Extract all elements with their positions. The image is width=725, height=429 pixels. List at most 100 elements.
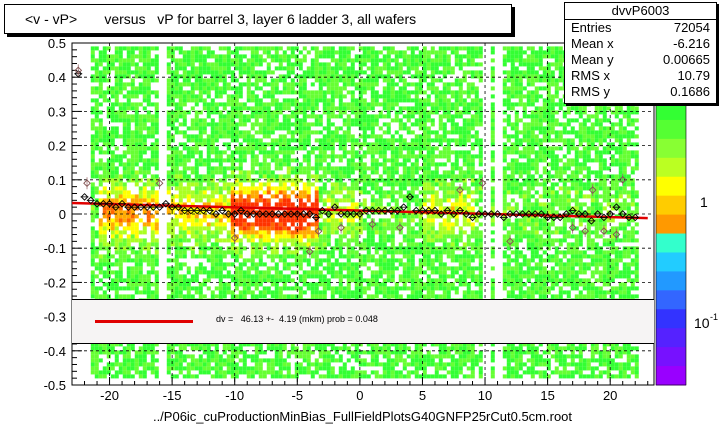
heat-cell <box>430 74 435 79</box>
heat-cell <box>314 290 319 295</box>
heat-cell <box>90 186 95 191</box>
heat-cell <box>186 182 191 187</box>
heat-cell <box>166 102 171 107</box>
heat-cell <box>174 106 179 111</box>
heat-cell <box>406 374 411 379</box>
heat-cell <box>422 46 427 51</box>
heat-cell <box>134 126 139 131</box>
heat-cell <box>398 358 403 363</box>
heat-cell <box>94 366 99 371</box>
heat-cell <box>154 154 159 159</box>
heat-cell <box>246 150 251 155</box>
heat-cell <box>414 250 419 255</box>
heat-cell <box>314 262 319 267</box>
heat-cell <box>294 178 299 183</box>
heat-cell <box>374 270 379 275</box>
heat-cell <box>382 250 387 255</box>
heat-cell <box>90 166 95 171</box>
heat-cell <box>298 106 303 111</box>
heat-cell <box>250 94 255 99</box>
heat-cell <box>142 362 147 367</box>
heat-cell <box>402 170 407 175</box>
heat-cell <box>354 114 359 119</box>
heat-cell <box>102 78 107 83</box>
heat-cell <box>262 230 267 235</box>
heat-cell <box>386 114 391 119</box>
heat-cell <box>130 130 135 135</box>
heat-cell <box>258 274 263 279</box>
heat-cell <box>410 230 415 235</box>
heat-cell <box>266 202 271 207</box>
heat-cell <box>190 286 195 291</box>
heat-cell <box>278 290 283 295</box>
heat-cell <box>154 250 159 255</box>
heat-cell <box>250 374 255 379</box>
heat-cell <box>406 98 411 103</box>
heat-cell <box>302 274 307 279</box>
heat-cell <box>406 110 411 115</box>
heat-cell <box>210 150 215 155</box>
heat-cell <box>182 354 187 359</box>
heat-cell <box>422 50 427 55</box>
heat-cell <box>302 54 307 59</box>
heat-cell <box>330 218 335 223</box>
heat-cell <box>98 82 103 87</box>
heat-cell <box>246 106 251 111</box>
heat-cell <box>242 234 247 239</box>
heat-cell <box>218 46 223 51</box>
heat-cell <box>114 118 119 123</box>
heat-cell <box>90 182 95 187</box>
heat-cell <box>166 354 171 359</box>
heat-cell <box>138 254 143 259</box>
heat-cell <box>142 238 147 243</box>
heat-cell <box>430 90 435 95</box>
heat-cell <box>118 54 123 59</box>
heat-cell <box>274 46 279 51</box>
heat-cell <box>110 210 115 215</box>
heat-cell <box>110 282 115 287</box>
heat-cell <box>218 198 223 203</box>
heat-cell <box>150 342 155 347</box>
heat-cell <box>198 230 203 235</box>
heat-cell <box>250 358 255 363</box>
heat-cell <box>334 50 339 55</box>
heat-cell <box>394 342 399 347</box>
heat-cell <box>254 78 259 83</box>
heat-cell <box>390 142 395 147</box>
heat-cell <box>434 370 439 375</box>
heat-cell <box>118 274 123 279</box>
heat-cell <box>422 106 427 111</box>
heat-cell <box>386 54 391 59</box>
heat-cell <box>110 362 115 367</box>
heat-cell <box>366 74 371 79</box>
heat-cell <box>174 258 179 263</box>
heat-cell <box>254 234 259 239</box>
heat-cell <box>146 262 151 267</box>
heat-cell <box>122 186 127 191</box>
heat-cell <box>370 182 375 187</box>
heat-cell <box>286 174 291 179</box>
heat-cell <box>118 286 123 291</box>
heat-cell <box>354 70 359 75</box>
heat-cell <box>278 366 283 371</box>
heat-cell <box>366 78 371 83</box>
heat-cell <box>202 118 207 123</box>
heat-cell <box>198 82 203 87</box>
heat-cell <box>146 258 151 263</box>
heat-cell <box>234 218 239 223</box>
heat-cell <box>422 178 427 183</box>
heat-cell <box>138 46 143 51</box>
heat-cell <box>450 242 455 247</box>
heat-cell <box>222 86 227 91</box>
heat-cell <box>194 170 199 175</box>
heat-cell <box>430 294 435 299</box>
heat-cell <box>286 90 291 95</box>
heat-cell <box>402 114 407 119</box>
heat-cell <box>382 130 387 135</box>
heat-cell <box>174 234 179 239</box>
heat-cell <box>322 190 327 195</box>
heat-cell <box>342 194 347 199</box>
heat-cell <box>354 346 359 351</box>
heat-cell <box>146 178 151 183</box>
heat-cell <box>194 98 199 103</box>
